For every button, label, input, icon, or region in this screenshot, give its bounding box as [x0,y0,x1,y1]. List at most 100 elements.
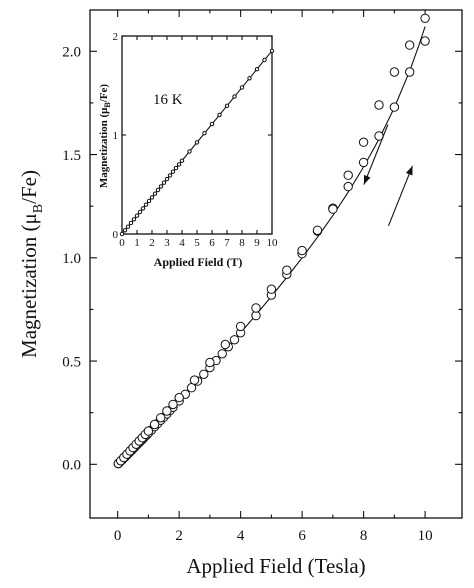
hysteresis-arrow-head [405,165,413,176]
inset-data-point [152,191,158,196]
main-y-tick-label: 0.5 [62,354,81,370]
main-data-point [199,369,209,379]
main-data-point [297,245,307,256]
main-x-axis-label: Applied Field (Tesla) [186,554,365,578]
inset-x-tick-label: 5 [194,237,200,249]
inset-data-point [239,85,245,90]
inset-data-point [146,198,152,204]
main-data-point [343,181,353,192]
main-data-point [149,419,160,430]
inset-data-point [170,169,176,174]
main-data-point [235,321,246,332]
inset-data-point [158,184,164,189]
inset-y-axis-label: Magnetization (μB/Fe) [98,84,112,188]
main-y-tick-label: 2.0 [62,45,81,61]
main-data-point [389,102,400,112]
inset-data-point [122,228,128,233]
main-x-tick-label: 6 [298,528,306,544]
main-x-tick-label: 0 [114,528,122,544]
main-ticks: 0 2 4 6 8 100.00.51.01.52.0 [62,10,462,544]
main-x-tick-label: 2 [175,528,183,544]
main-data-point [229,335,240,345]
inset-y-axis-label-tail: /Fe) [98,84,110,104]
main-data-points [113,13,430,469]
inset-data-point [224,103,230,109]
inset-data-point [187,149,192,154]
inset-x-tick-label: 8 [239,237,245,249]
main-x-tick-label: 8 [360,528,368,544]
main-data-point [217,349,227,359]
main-y-axis-label-sub: B [31,204,46,213]
main-data-point [168,399,178,410]
main-data-point [343,170,353,180]
hysteresis-arrow-head [363,174,371,185]
main-chart: 0 2 4 6 8 100.00.51.01.52.0 Applied Field (Te… [17,9,463,578]
inset-data-point [161,180,167,185]
inset-data-point [202,131,207,136]
inset-data-point [179,158,185,163]
inset-x-tick-label: 2 [149,237,155,249]
inset-data-point [149,195,155,200]
inset-data-point [119,231,125,237]
inset-data-point [173,165,179,171]
main-y-axis-label: Magnetization (μB/Fe) [17,170,46,358]
inset-y-tick-label: 1 [113,130,119,142]
inset-data-point [137,209,143,215]
main-data-point [389,67,400,77]
inset-data-point [209,121,215,127]
inset-data-point [140,206,146,211]
inset-y-tick-label: 2 [113,31,119,43]
main-data-point [282,265,292,275]
main-data-point [405,40,415,50]
inset-data-point [254,67,260,72]
inset-x-tick-label: 9 [254,237,260,249]
inset-data-point [262,57,267,63]
inset-y-axis-label-sub: B [103,102,112,108]
main-data-point [162,406,172,416]
hysteresis-arrow-shaft [363,124,389,185]
inset-data-point [194,140,200,145]
main-data-point [405,67,415,77]
inset-x-tick-label: 0 [119,237,125,249]
main-data-point [143,426,154,436]
inset-data-point [143,202,149,207]
main-y-tick-label: 1.5 [62,148,81,164]
main-data-point [328,204,338,214]
inset-x-tick-label: 1 [134,237,140,249]
main-data-point [220,339,231,350]
inset-x-tick-label: 3 [164,237,170,249]
main-y-tick-label: 1.0 [62,251,81,267]
main-data-point [420,13,430,23]
inset-data-points [119,48,275,237]
inset-data-point [134,213,140,218]
main-y-tick-label: 0.0 [62,458,81,474]
main-data-point [374,100,384,110]
inset-data-point [176,162,182,167]
inset-data-point [125,224,131,229]
hysteresis-arrow-shaft [388,165,414,227]
main-data-point [312,225,323,236]
inset-x-tick-label: 7 [224,237,230,249]
main-data-point [358,157,369,168]
main-data-point [358,137,369,147]
inset-y-tick-label: 0 [113,229,119,241]
inset-temperature-label: 16 K [153,92,183,108]
inset-data-point [269,48,275,53]
inset-x-tick-label: 10 [267,237,279,249]
inset-data-point [128,220,134,226]
inset-data-point [232,94,237,99]
inset-background [118,29,273,235]
inset-data-point [247,76,252,81]
main-data-point [156,413,166,423]
main-y-axis-label-tail: /Fe) [17,170,41,204]
inset-data-point [167,173,173,178]
main-plot-frame [89,9,463,519]
inset-x-axis-label: Applied Field (T) [154,255,243,269]
main-x-tick-label: 4 [237,528,245,544]
main-data-point [174,392,184,403]
main-data-point [205,357,215,368]
main-data-point [251,303,261,313]
